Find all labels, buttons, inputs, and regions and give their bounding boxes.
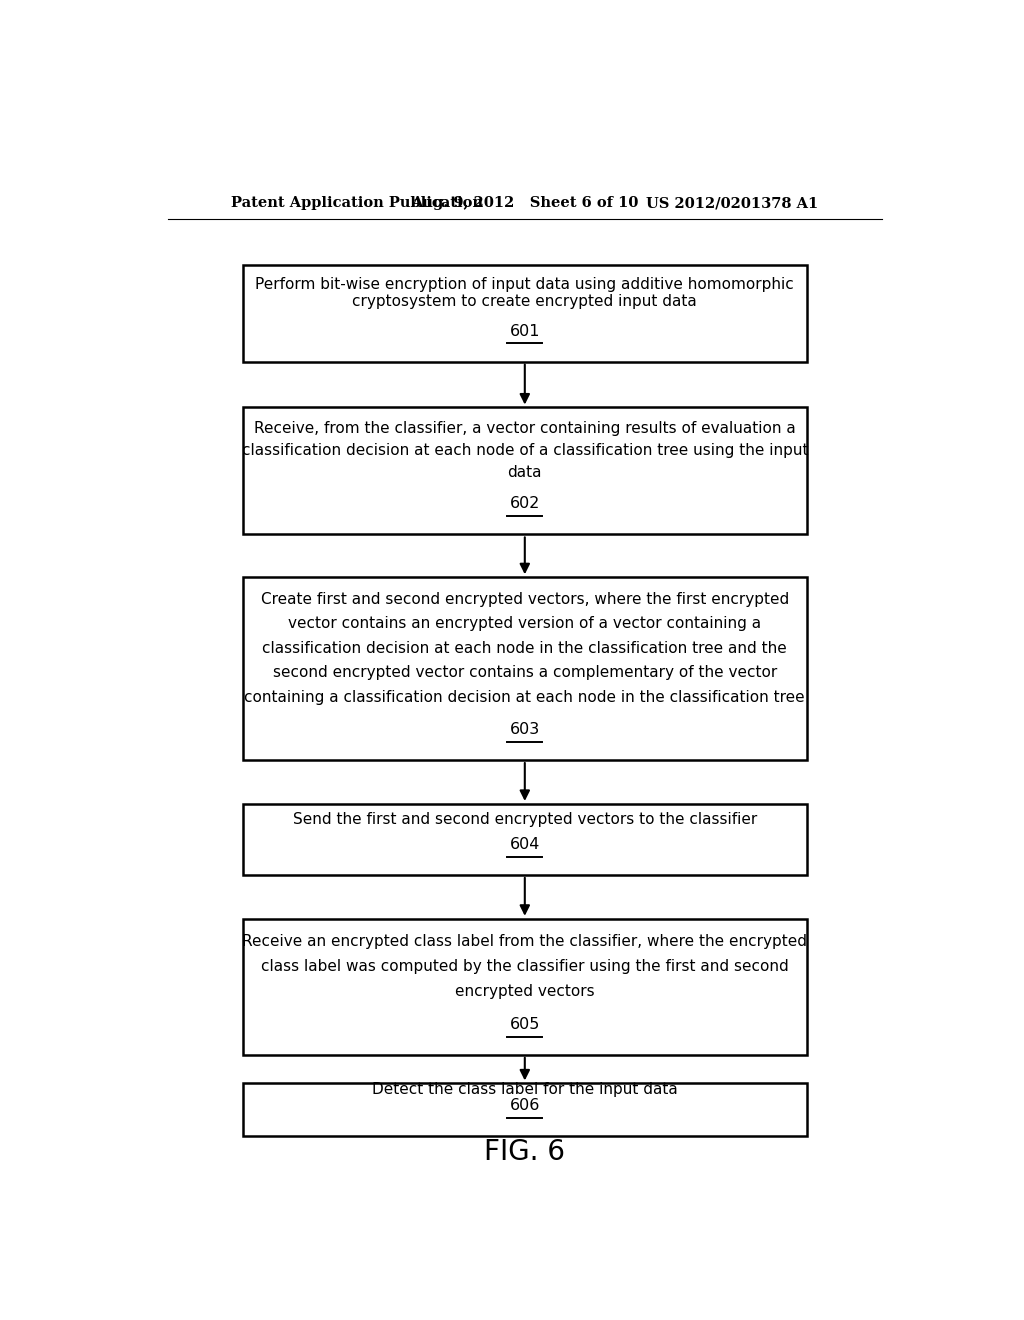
Text: encrypted vectors: encrypted vectors <box>455 983 595 999</box>
Text: 602: 602 <box>510 496 540 511</box>
Text: vector contains an encrypted version of a vector containing a: vector contains an encrypted version of … <box>288 616 762 631</box>
Bar <box>243 577 807 760</box>
Text: cryptosystem to create encrypted input data: cryptosystem to create encrypted input d… <box>352 294 697 309</box>
Text: data: data <box>508 465 542 480</box>
Text: Aug. 9, 2012   Sheet 6 of 10: Aug. 9, 2012 Sheet 6 of 10 <box>411 197 639 210</box>
Bar <box>243 1084 807 1137</box>
Text: Receive an encrypted class label from the classifier, where the encrypted: Receive an encrypted class label from th… <box>243 933 807 949</box>
Text: Receive, from the classifier, a vector containing results of evaluation a: Receive, from the classifier, a vector c… <box>254 421 796 436</box>
Text: 605: 605 <box>510 1016 540 1032</box>
Text: 604: 604 <box>510 837 540 851</box>
Text: Send the first and second encrypted vectors to the classifier: Send the first and second encrypted vect… <box>293 812 757 826</box>
Text: class label was computed by the classifier using the first and second: class label was computed by the classifi… <box>261 958 788 974</box>
Text: Detect the class label for the input data: Detect the class label for the input dat… <box>372 1082 678 1097</box>
Text: Patent Application Publication: Patent Application Publication <box>231 197 483 210</box>
Bar <box>243 408 807 535</box>
Bar <box>243 265 807 362</box>
Text: US 2012/0201378 A1: US 2012/0201378 A1 <box>646 197 818 210</box>
Text: 603: 603 <box>510 722 540 737</box>
Bar <box>243 919 807 1055</box>
Bar <box>243 804 807 875</box>
Text: FIG. 6: FIG. 6 <box>484 1138 565 1167</box>
Text: classification decision at each node in the classification tree and the: classification decision at each node in … <box>262 640 787 656</box>
Text: Perform bit-wise encryption of input data using additive homomorphic: Perform bit-wise encryption of input dat… <box>255 277 795 292</box>
Text: containing a classification decision at each node in the classification tree: containing a classification decision at … <box>245 689 805 705</box>
Text: 601: 601 <box>510 323 540 339</box>
Text: second encrypted vector contains a complementary of the vector: second encrypted vector contains a compl… <box>272 665 777 680</box>
Text: classification decision at each node of a classification tree using the input: classification decision at each node of … <box>242 444 808 458</box>
Text: 606: 606 <box>510 1098 540 1113</box>
Text: Create first and second encrypted vectors, where the first encrypted: Create first and second encrypted vector… <box>261 591 788 607</box>
